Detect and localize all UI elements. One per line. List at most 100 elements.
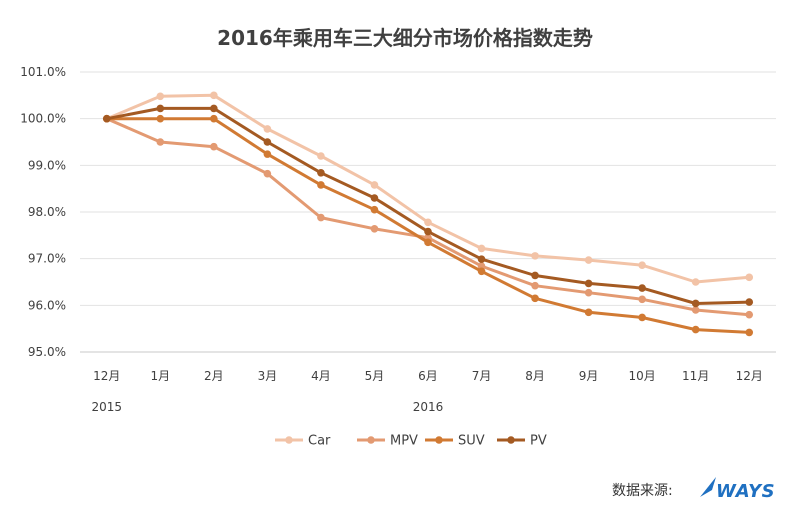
data-point-pv — [477, 255, 486, 263]
data-point-suv — [531, 294, 539, 303]
data-point-car — [745, 273, 754, 282]
legend-item-suv: SUV — [425, 434, 485, 449]
data-point-mpv — [156, 138, 165, 146]
x-tick-label: 2月 — [204, 369, 224, 383]
ways-logo-swoosh-icon — [700, 477, 716, 497]
data-point-car — [638, 261, 646, 270]
series-pv — [102, 104, 754, 308]
legend-item-car: Car — [275, 434, 331, 449]
y-tick-label: 101.0% — [20, 65, 66, 79]
data-point-pv — [102, 114, 111, 123]
data-point-mpv — [531, 281, 539, 290]
x-tick-label: 12月 — [736, 369, 763, 383]
data-point-car — [477, 244, 486, 253]
x-tick-label: 1月 — [150, 369, 170, 383]
legend-label: Car — [308, 434, 331, 449]
x-tick-label: 8月 — [525, 369, 545, 383]
legend-swatch-marker — [285, 436, 293, 444]
data-point-pv — [370, 194, 379, 202]
x-tick-label: 7月 — [472, 369, 492, 383]
y-tick-label: 100.0% — [20, 112, 66, 126]
legend-label: MPV — [390, 434, 418, 449]
data-point-pv — [424, 227, 432, 236]
data-point-pv — [317, 169, 325, 177]
data-point-suv — [584, 308, 593, 317]
series-line-car — [105, 93, 751, 284]
legend-item-pv: PV — [497, 434, 547, 449]
data-point-car — [691, 278, 700, 286]
data-point-suv — [370, 205, 379, 214]
series-line-mpv — [105, 117, 751, 317]
data-point-car — [424, 218, 432, 227]
data-point-suv — [156, 114, 165, 123]
data-point-suv — [691, 325, 700, 334]
data-point-car — [156, 92, 165, 101]
x-tick-label: 12月 — [93, 369, 120, 383]
data-point-mpv — [745, 310, 754, 319]
x-tick-label: 11月 — [682, 369, 709, 383]
data-point-pv — [745, 298, 754, 306]
data-point-suv — [424, 238, 432, 247]
data-point-suv — [317, 181, 325, 189]
y-tick-label: 96.0% — [28, 298, 66, 312]
data-point-mpv — [263, 169, 272, 178]
data-point-pv — [156, 104, 165, 113]
data-point-pv — [638, 284, 646, 292]
x-tick-label: 3月 — [258, 369, 278, 383]
legend-label: PV — [530, 434, 547, 449]
source-credit: 数据来源: WAYS — [612, 477, 775, 502]
y-tick-label: 98.0% — [28, 205, 66, 219]
x-tick-label: 4月 — [311, 369, 331, 383]
legend-swatch-marker — [435, 436, 443, 444]
data-point-pv — [691, 299, 700, 308]
x-tick-label: 9月 — [579, 369, 599, 383]
year-label: 2016 — [413, 400, 444, 414]
data-point-car — [584, 256, 593, 264]
legend: Car MPV SUV PV — [275, 434, 547, 449]
data-point-mpv — [691, 306, 700, 314]
series-car — [102, 91, 754, 286]
data-point-car — [210, 91, 218, 100]
data-point-car — [531, 252, 539, 260]
data-point-mpv — [210, 142, 218, 151]
data-point-pv — [263, 138, 272, 146]
source-label: 数据来源: — [612, 483, 673, 499]
year-label: 2015 — [91, 400, 122, 414]
x-axis-year-labels: 2015 2016 — [91, 400, 443, 414]
legend-item-mpv: MPV — [357, 434, 418, 449]
legend-swatch-marker — [367, 436, 375, 444]
data-point-mpv — [317, 213, 325, 222]
y-tick-label: 99.0% — [28, 158, 66, 172]
series-suv — [102, 114, 754, 337]
data-point-pv — [584, 279, 593, 288]
data-point-mpv — [370, 225, 379, 233]
x-tick-label: 5月 — [365, 369, 385, 383]
data-point-suv — [263, 150, 272, 158]
data-point-pv — [210, 104, 218, 113]
y-axis-tick-labels: 95.0% 96.0% 97.0% 98.0% 99.0% 100.0% 101.0% — [20, 65, 66, 359]
data-point-car — [317, 152, 325, 160]
data-point-mpv — [638, 295, 646, 304]
data-point-car — [263, 125, 272, 133]
data-point-suv — [745, 328, 754, 337]
data-point-suv — [477, 267, 486, 276]
y-tick-label: 95.0% — [28, 345, 66, 359]
data-point-pv — [531, 271, 539, 280]
x-tick-label: 6月 — [418, 369, 438, 383]
data-series — [102, 91, 754, 337]
series-mpv — [102, 114, 754, 319]
data-point-suv — [210, 114, 218, 123]
x-axis-tick-labels: 12月 1月 2月 3月 4月 5月 6月 7月 8月 9月 10月 11月 12月 — [93, 369, 763, 383]
series-line-pv — [105, 106, 751, 305]
data-point-suv — [638, 313, 646, 322]
legend-label: SUV — [458, 434, 485, 449]
chart-title: 2016年乘用车三大细分市场价格指数走势 — [217, 26, 593, 50]
x-tick-label: 10月 — [629, 369, 656, 383]
y-tick-label: 97.0% — [28, 252, 66, 266]
data-point-car — [370, 181, 379, 189]
legend-swatch-marker — [507, 436, 515, 444]
data-point-mpv — [584, 288, 593, 297]
ways-logo: WAYS — [700, 477, 775, 502]
